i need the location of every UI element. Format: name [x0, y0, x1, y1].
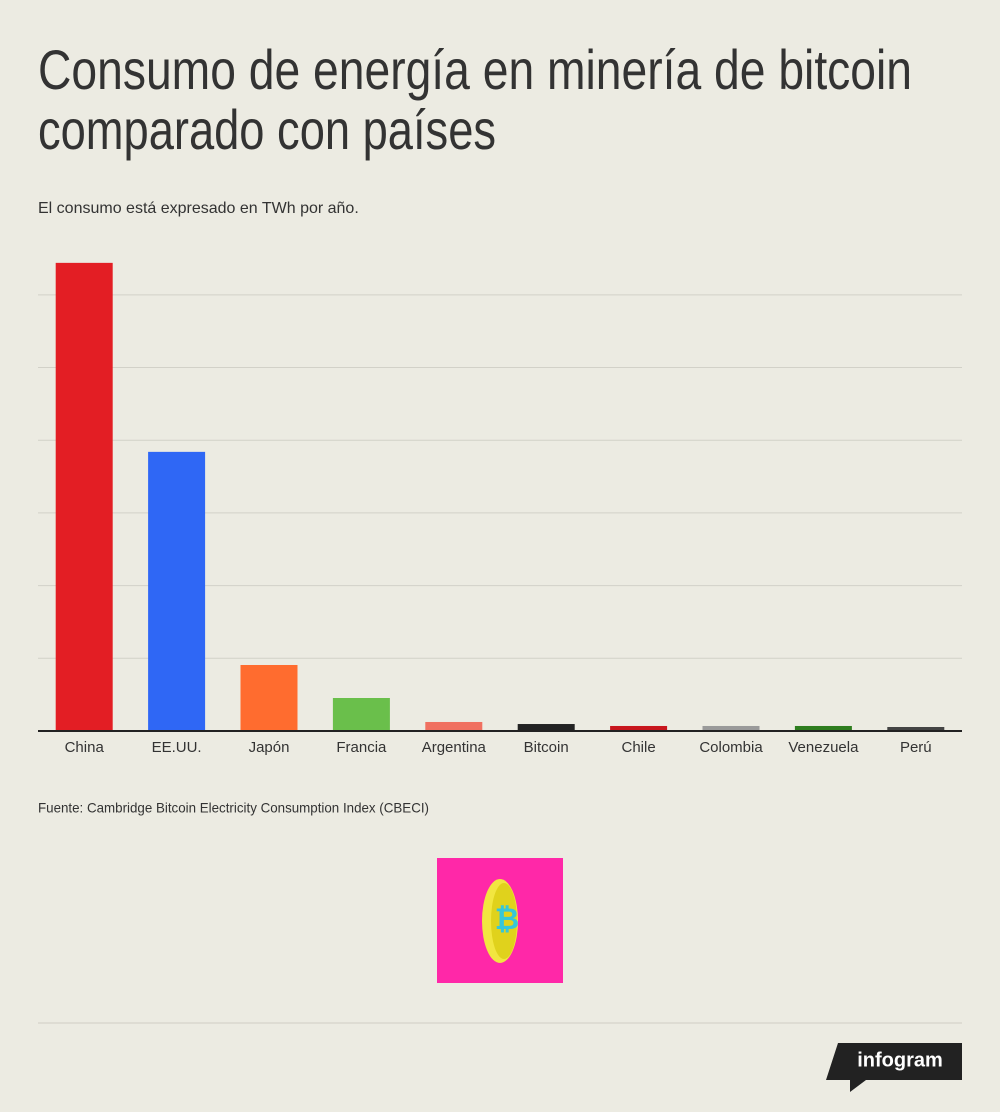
chart-subtitle: El consumo está expresado en TWh por año… [38, 200, 359, 217]
x-tick-label: Chile [622, 739, 656, 756]
brand: infogram [857, 1049, 943, 1071]
x-tick-label: Argentina [422, 739, 487, 756]
chart-title: comparado con países [38, 98, 496, 161]
x-tick-label: Japón [249, 739, 290, 756]
svg-text:₿: ₿ [495, 903, 519, 936]
bar [517, 724, 575, 731]
x-tick-label: China [65, 739, 105, 756]
x-tick-label: Francia [336, 739, 387, 756]
bar [425, 721, 483, 731]
bar [887, 727, 945, 731]
bar [794, 725, 852, 731]
chart-title: Consumo de energía en minería de bitcoin [38, 38, 912, 101]
x-tick-label: Bitcoin [524, 739, 569, 756]
x-tick-label: EE.UU. [152, 739, 202, 756]
bar [55, 262, 113, 731]
x-tick-label: Perú [900, 739, 932, 756]
source: Fuente: Cambridge Bitcoin Electricity Co… [38, 800, 429, 816]
x-tick-label: Venezuela [788, 739, 859, 756]
x-tick-label: Colombia [699, 739, 763, 756]
bar [332, 697, 390, 731]
brand-logo [826, 1043, 962, 1092]
bar [610, 725, 668, 731]
bar [702, 725, 760, 731]
bar [148, 451, 206, 731]
bitcoin-image: ₿ [437, 858, 563, 983]
bar [240, 664, 298, 731]
